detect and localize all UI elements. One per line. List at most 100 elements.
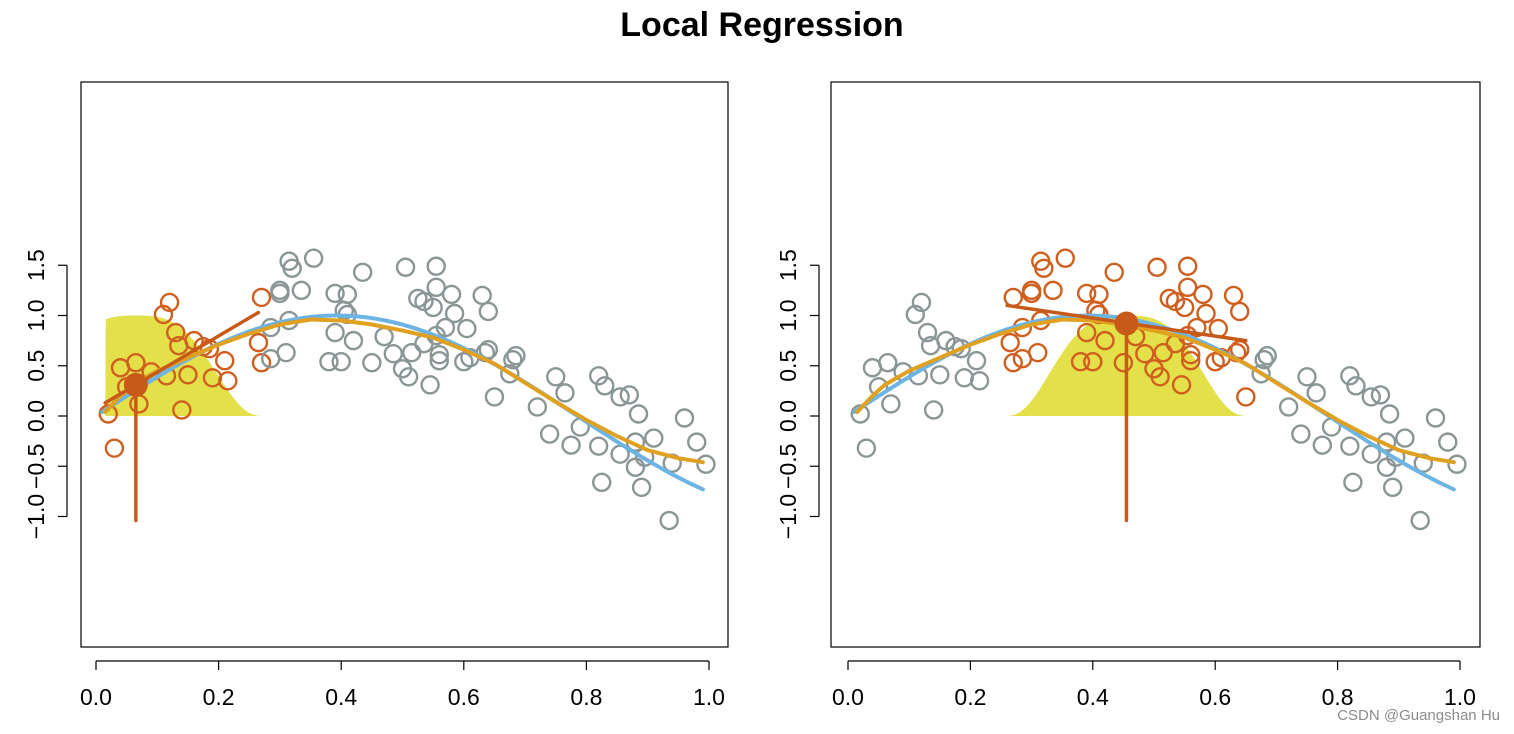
data-point-93 — [659, 510, 679, 531]
data-point-43 — [362, 353, 382, 373]
data-point-27 — [270, 280, 290, 301]
data-point-75 — [1291, 424, 1311, 444]
data-point-20 — [969, 371, 990, 391]
data-point-74 — [1278, 397, 1299, 417]
data-point-68 — [478, 301, 499, 322]
data-point-2 — [104, 438, 125, 458]
data-point-1 — [850, 404, 870, 424]
x-tick-label: 0.0 — [80, 684, 112, 710]
data-point-32 — [291, 280, 312, 301]
data-point-44 — [374, 326, 394, 347]
data-point-42 — [352, 262, 373, 282]
data-point-48 — [398, 367, 419, 387]
data-point-64 — [457, 318, 477, 339]
data-point-92 — [1395, 428, 1415, 448]
data-point-42 — [1104, 262, 1124, 282]
data-point-22 — [1003, 353, 1023, 373]
right-panel: 0.0 0.2 0.4 0.6 0.8 1.0 −1.0 −0.5 0.0 0.5 1.0 1.5 — [775, 81, 1481, 710]
y-tick-label: −0.5 — [23, 444, 49, 489]
data-point-11 — [165, 322, 186, 343]
data-point-47 — [1147, 257, 1167, 277]
data-point-95 — [674, 408, 695, 428]
fitted-point — [123, 372, 148, 397]
data-point-48 — [1150, 367, 1170, 387]
data-point-83 — [1346, 376, 1366, 396]
data-point-47 — [395, 257, 416, 277]
data-point-76 — [1297, 367, 1317, 387]
data-point-60 — [435, 317, 456, 338]
data-point-77 — [555, 383, 575, 403]
data-point-39 — [337, 284, 358, 305]
data-point-80 — [1340, 366, 1360, 386]
x-tick-label: 0.2 — [203, 684, 235, 710]
y-tick-label: 1.0 — [23, 300, 49, 332]
y-tick-label: 0.5 — [775, 350, 801, 382]
data-point-53 — [1171, 375, 1192, 395]
data-point-39 — [1089, 284, 1109, 305]
data-point-5 — [126, 353, 146, 373]
data-point-90 — [1382, 477, 1403, 498]
data-point-83 — [595, 376, 615, 396]
y-tick-label: −1.0 — [23, 494, 49, 539]
data-point-59 — [429, 351, 449, 371]
data-point-45 — [1135, 343, 1155, 364]
data-point-13 — [172, 400, 192, 420]
left-panel: 0.0 0.2 0.4 0.6 0.8 1.0 −1.0 −0.5 0.0 0.5 1.0 1.5 — [23, 81, 729, 710]
data-point-68 — [1229, 301, 1250, 322]
data-point-27 — [1021, 280, 1042, 301]
data-point-19 — [215, 351, 235, 371]
data-point-81 — [588, 436, 609, 456]
data-point-72 — [503, 350, 523, 370]
data-point-18 — [954, 368, 974, 388]
data-point-2 — [856, 438, 877, 458]
data-point-35 — [1076, 322, 1097, 343]
x-tick-label: 0.6 — [448, 684, 480, 710]
data-point-41 — [343, 330, 364, 351]
data-point-19 — [966, 351, 987, 371]
data-point-58 — [429, 344, 449, 365]
data-point-93 — [1410, 510, 1430, 531]
x-tick-label: 0.0 — [832, 684, 864, 710]
data-point-86 — [1370, 385, 1391, 405]
data-point-20 — [218, 371, 238, 391]
data-point-58 — [1181, 344, 1201, 365]
data-point-55 — [426, 277, 446, 298]
data-point-54 — [423, 297, 443, 318]
data-point-97 — [696, 454, 716, 474]
data-point-75 — [539, 424, 560, 444]
x-tick-label: 0.2 — [954, 684, 986, 710]
data-point-43 — [1113, 353, 1134, 373]
data-point-60 — [1187, 317, 1207, 338]
data-point-6 — [881, 394, 901, 414]
data-point-36 — [1076, 283, 1097, 304]
data-point-10 — [159, 292, 180, 313]
data-point-34 — [319, 352, 339, 372]
data-point-88 — [625, 457, 646, 477]
chart-title: Local Regression — [620, 6, 903, 44]
x-tick-label: 1.0 — [693, 684, 725, 710]
data-point-8 — [905, 304, 926, 325]
data-point-22 — [251, 353, 272, 373]
data-point-57 — [426, 256, 446, 276]
data-point-70 — [1236, 387, 1256, 407]
data-point-71 — [500, 364, 520, 384]
data-point-80 — [588, 366, 609, 386]
data-point-33 — [303, 248, 324, 268]
data-point-54 — [1174, 297, 1195, 318]
data-point-96 — [687, 432, 707, 452]
y-tick-label: −1.0 — [775, 494, 801, 539]
data-point-66 — [1223, 285, 1244, 306]
y-tick-label: −0.5 — [775, 444, 801, 489]
data-point-84 — [1361, 387, 1381, 407]
data-point-57 — [1177, 256, 1198, 276]
data-point-61 — [441, 284, 462, 305]
data-point-14 — [930, 365, 950, 385]
data-point-21 — [1000, 332, 1020, 353]
data-point-23 — [251, 287, 272, 308]
data-point-23 — [1003, 287, 1023, 308]
x-tick-label: 0.8 — [570, 684, 602, 710]
x-tick-label: 0.4 — [1077, 684, 1109, 710]
x-tick-label: 0.6 — [1199, 684, 1231, 710]
data-point-1 — [98, 404, 118, 424]
